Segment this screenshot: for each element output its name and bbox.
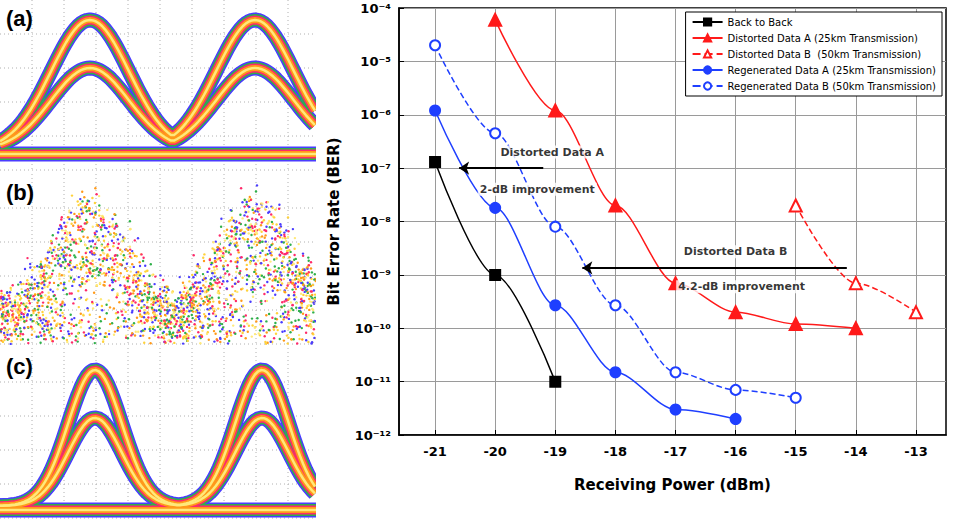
svg-text:10⁻¹⁰: 10⁻¹⁰: [355, 321, 392, 336]
svg-text:10⁻⁸: 10⁻⁸: [360, 214, 391, 229]
svg-text:-15: -15: [784, 444, 808, 459]
svg-text:10⁻⁷: 10⁻⁷: [360, 161, 391, 176]
svg-text:(c): (c): [6, 354, 33, 379]
svg-text:Bit Error Rate (BER): Bit Error Rate (BER): [325, 137, 343, 305]
svg-text:-13: -13: [904, 444, 928, 459]
svg-text:-20: -20: [483, 444, 507, 459]
svg-text:Distorted Data B: Distorted Data B: [684, 245, 788, 258]
svg-text:-19: -19: [544, 444, 568, 459]
svg-text:-16: -16: [724, 444, 748, 459]
svg-text:Receiving Power (dBm): Receiving Power (dBm): [574, 476, 771, 494]
svg-text:10⁻⁶: 10⁻⁶: [360, 107, 391, 122]
svg-text:Regenerated Data A (25km Trans: Regenerated Data A (25km Transmission): [728, 65, 936, 76]
svg-text:Distorted Data B (50km Transm: Distorted Data B (50km Transmission): [728, 49, 922, 60]
svg-text:Regenerated Data B (50km Trans: Regenerated Data B (50km Transmission): [728, 81, 937, 92]
svg-text:(a): (a): [6, 6, 33, 31]
svg-text:10⁻⁴: 10⁻⁴: [360, 1, 391, 16]
svg-text:Back to Back: Back to Back: [728, 17, 793, 28]
svg-text:10⁻⁹: 10⁻⁹: [360, 267, 391, 282]
svg-text:10⁻¹¹: 10⁻¹¹: [355, 374, 391, 389]
svg-text:Distorted Data A (25km Transmi: Distorted Data A (25km Transmission): [728, 33, 918, 44]
svg-text:-21: -21: [423, 444, 447, 459]
svg-text:-18: -18: [604, 444, 628, 459]
svg-text:10⁻⁵: 10⁻⁵: [360, 54, 391, 69]
svg-text:(b): (b): [6, 180, 34, 205]
svg-text:Distorted Data A: Distorted Data A: [500, 146, 604, 159]
svg-text:4.2-dB improvement: 4.2-dB improvement: [678, 280, 805, 293]
svg-text:10⁻¹²: 10⁻¹²: [355, 428, 391, 443]
svg-text:2-dB improvement: 2-dB improvement: [480, 183, 595, 196]
svg-text:-17: -17: [664, 444, 688, 459]
svg-text:-14: -14: [844, 444, 868, 459]
